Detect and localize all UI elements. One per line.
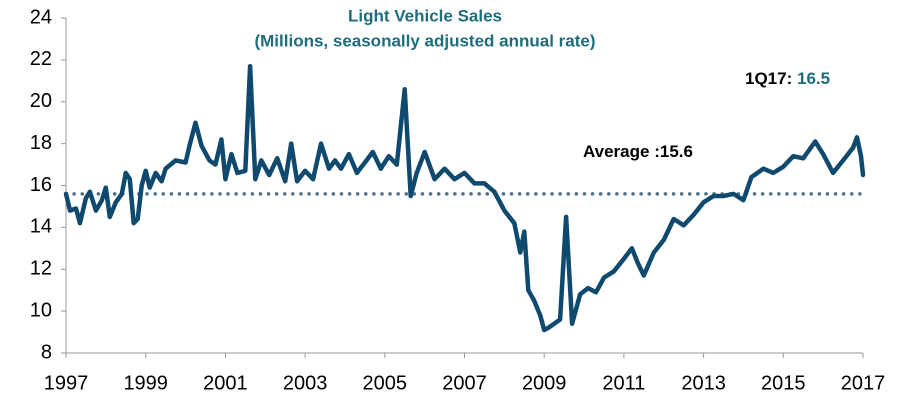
x-tick-label: 1999 xyxy=(123,372,168,394)
x-tick-label: 2007 xyxy=(442,372,487,394)
x-tick-label: 2005 xyxy=(363,372,408,394)
x-tick-label: 1997 xyxy=(44,372,89,394)
y-tick-label: 14 xyxy=(30,216,52,238)
x-tick-label: 2009 xyxy=(522,372,567,394)
y-tick-label: 12 xyxy=(30,258,52,280)
x-tick-label: 2015 xyxy=(761,372,806,394)
annotation: 1Q17: 16.5 xyxy=(745,69,830,88)
x-tick-label: 2017 xyxy=(841,372,886,394)
series-line xyxy=(63,63,866,333)
y-tick-label: 24 xyxy=(30,6,52,28)
annotation: Average :15.6 xyxy=(583,142,693,161)
chart-subtitle: (Millions, seasonally adjusted annual ra… xyxy=(254,31,595,50)
y-tick-label: 22 xyxy=(30,48,52,70)
annotation-value: 15.6 xyxy=(660,142,693,161)
y-tick-label: 20 xyxy=(30,90,52,112)
y-tick-label: 10 xyxy=(30,299,52,321)
y-tick-label: 8 xyxy=(41,341,52,363)
annotation-value: 16.5 xyxy=(797,69,830,88)
annotation-label: Average : xyxy=(583,142,660,161)
x-tick-label: 2011 xyxy=(602,372,645,394)
y-tick-label: 18 xyxy=(30,132,52,154)
chart-title: Light Vehicle Sales xyxy=(348,6,502,25)
x-tick-label: 2001 xyxy=(203,372,248,394)
annotation-label: 1Q17: xyxy=(745,69,792,88)
y-tick-label: 16 xyxy=(30,174,52,196)
x-tick-label: 2003 xyxy=(283,372,328,394)
x-tick-label: 2013 xyxy=(681,372,726,394)
